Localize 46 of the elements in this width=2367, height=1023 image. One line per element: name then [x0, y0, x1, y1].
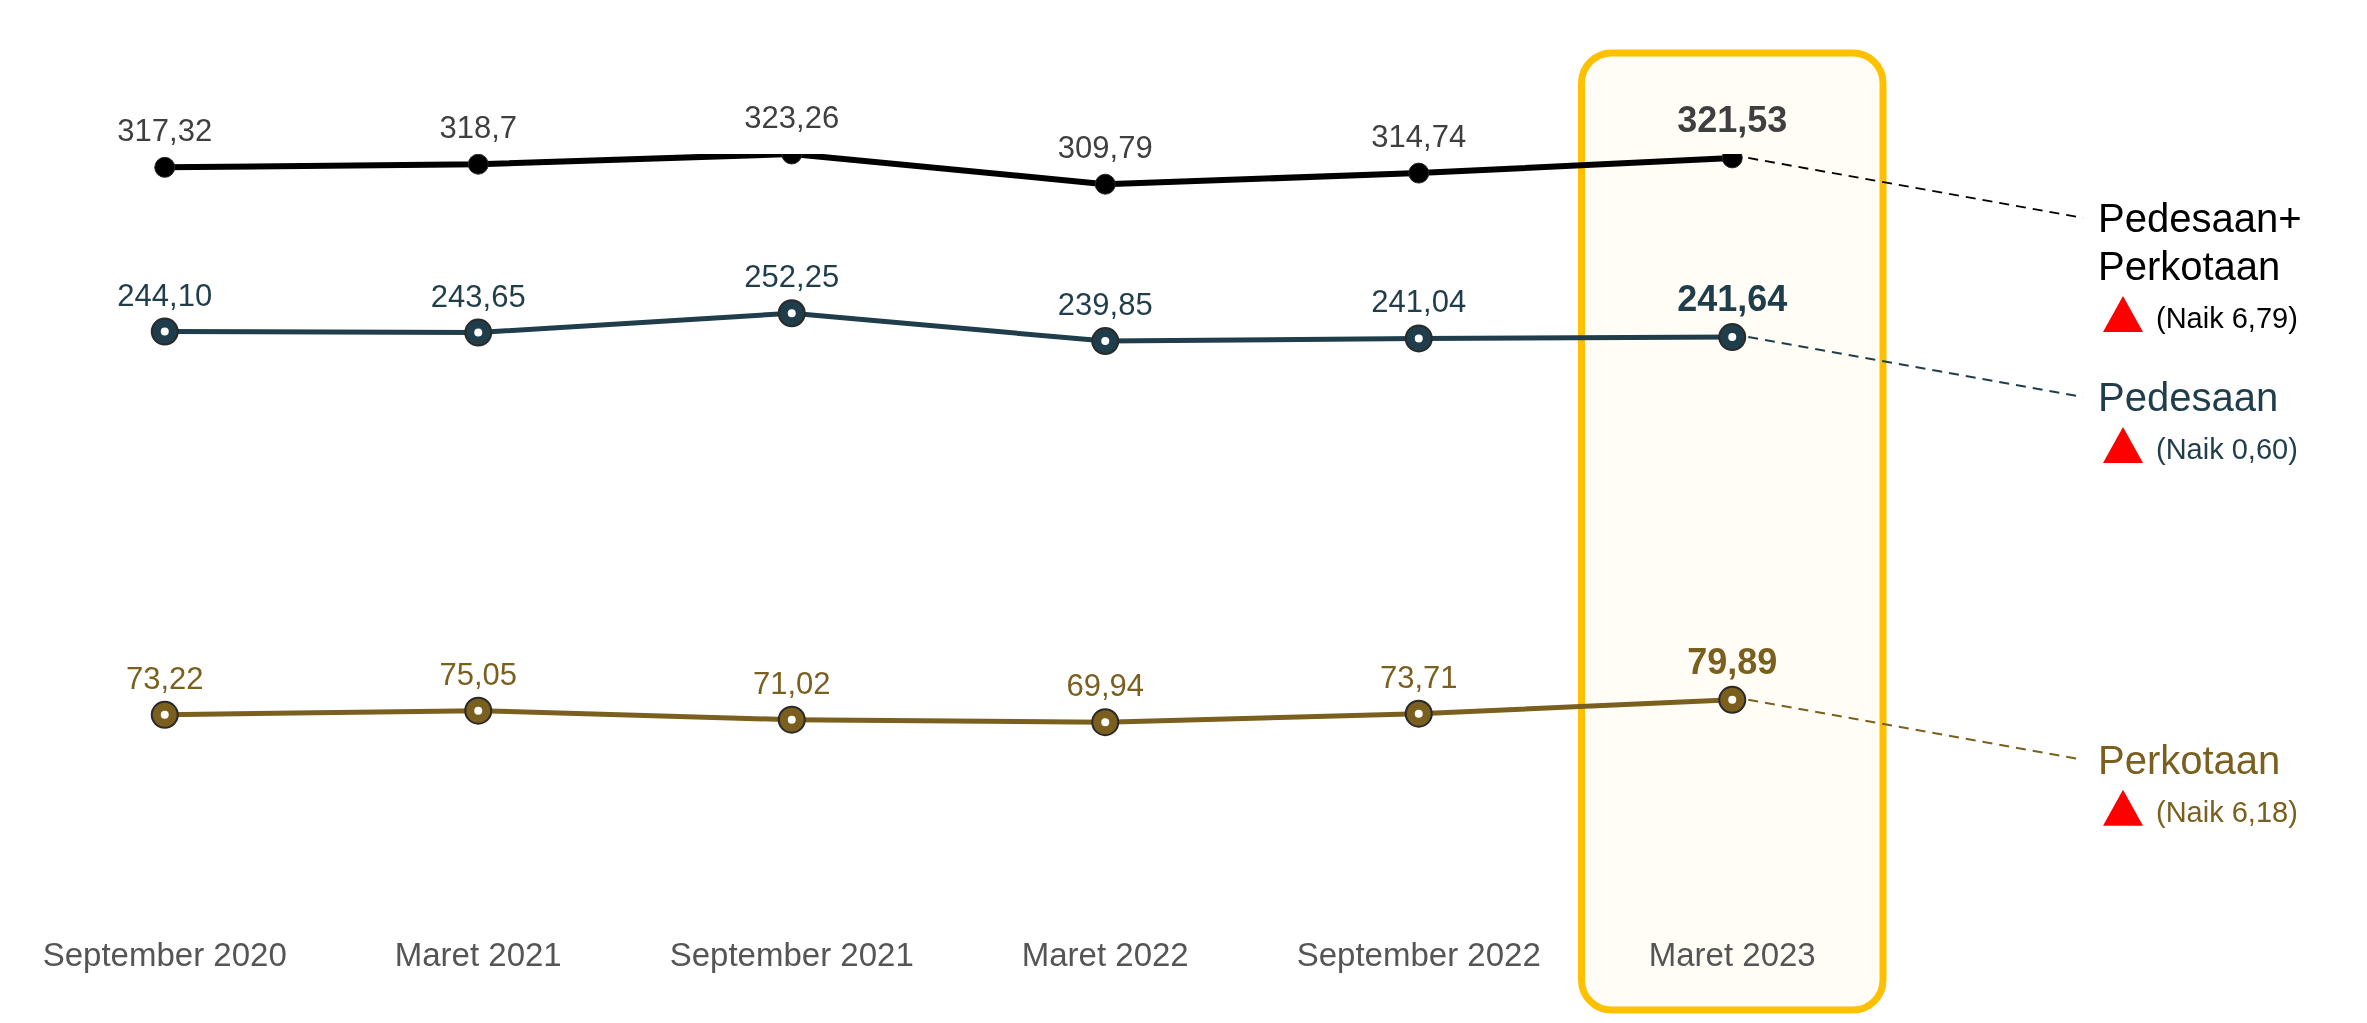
point: [1404, 699, 1433, 728]
data-label: 309,79: [1057, 130, 1153, 166]
data-label: 79,89: [1687, 640, 1778, 682]
data-label: 317,32: [117, 113, 213, 149]
text: Pedesaan: [2098, 375, 2279, 420]
x-tick-label: September 2021: [669, 936, 914, 974]
point: [154, 156, 176, 178]
x-tick-label: September 2022: [1296, 936, 1541, 974]
data-label: 318,7: [439, 110, 518, 146]
text: Pedesaan+ Perkotaan: [2098, 195, 2302, 288]
data-label: 75,05: [439, 656, 518, 692]
point: [777, 299, 806, 328]
point: [1408, 162, 1430, 184]
point: [1718, 323, 1747, 352]
point: [1094, 173, 1116, 195]
x-tick-label: Maret 2023: [1648, 936, 1816, 974]
data-label: 71,02: [752, 665, 831, 701]
point: [150, 317, 179, 346]
data-label: 241,04: [1371, 284, 1467, 320]
point: [1718, 685, 1747, 714]
point: [777, 705, 806, 734]
text: Perkotaan: [2098, 737, 2281, 782]
data-label: 243,65: [430, 278, 526, 314]
data-label: 252,25: [744, 259, 840, 295]
data-label: 241,64: [1677, 278, 1788, 320]
point: [1091, 708, 1120, 737]
point: [1091, 327, 1120, 356]
data-label: 73,22: [125, 660, 204, 696]
point: [464, 696, 493, 725]
data-label: 69,94: [1066, 668, 1145, 704]
point: [150, 700, 179, 729]
data-label: 239,85: [1057, 287, 1153, 323]
point: [467, 154, 489, 175]
data-label: 314,74: [1371, 119, 1467, 155]
text: (Naik 6,79): [2156, 301, 2298, 334]
text: (Naik 0,60): [2156, 433, 2298, 466]
data-label: 323,26: [744, 100, 840, 135]
data-label: 321,53: [1677, 98, 1788, 140]
data-label: 244,10: [117, 277, 213, 313]
x-tick-label: September 2020: [42, 936, 287, 974]
point: [1404, 324, 1433, 353]
text: (Naik 6,18): [2156, 795, 2298, 828]
data-label: 73,71: [1379, 659, 1458, 695]
point: [464, 318, 493, 347]
x-tick-label: Maret 2022: [1021, 936, 1189, 974]
x-tick-label: Maret 2021: [394, 936, 562, 974]
